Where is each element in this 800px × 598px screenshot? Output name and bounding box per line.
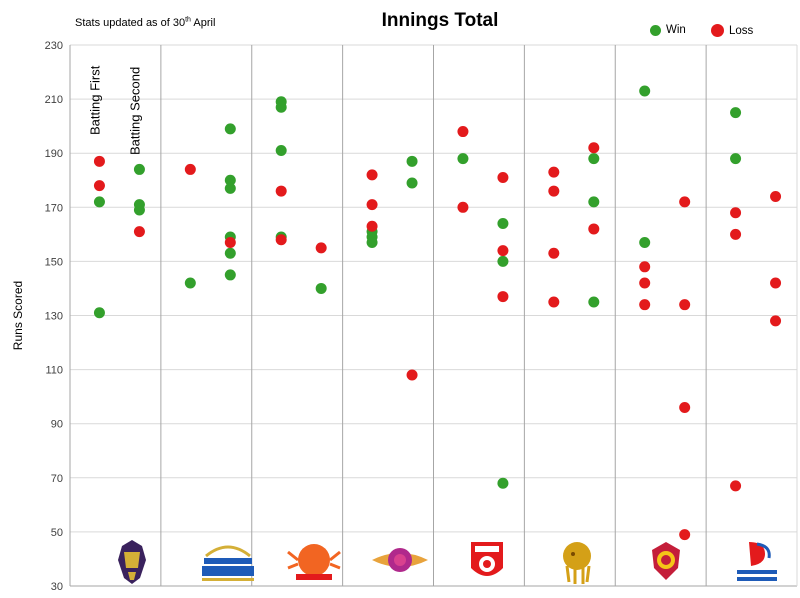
win-legend-label: Win	[666, 24, 686, 36]
win-point-dd	[730, 107, 742, 119]
y-axis-label: Runs Scored	[11, 281, 25, 350]
win-point-kxip	[497, 477, 509, 489]
loss-point-rcb	[679, 529, 691, 541]
y-tick-label: 230	[45, 40, 63, 52]
loss-legend-marker	[711, 24, 724, 37]
rps-logo	[370, 538, 430, 586]
win-point-rps	[406, 155, 418, 167]
stats-updated-note: Stats updated as of 30th April	[75, 16, 216, 29]
loss-point-rps	[366, 220, 378, 232]
loss-point-srh	[275, 185, 287, 197]
loss-point-rps	[406, 369, 418, 381]
y-tick-label: 150	[45, 256, 63, 268]
y-tick-label: 190	[45, 148, 63, 160]
loss-point-rcb	[639, 299, 651, 311]
loss-point-rcb	[639, 261, 651, 273]
y-tick-label: 50	[51, 527, 63, 539]
dd-logo	[727, 538, 787, 586]
loss-point-kkr	[93, 155, 105, 167]
win-point-kxip	[497, 255, 509, 267]
loss-point-kxip	[497, 172, 509, 184]
win-point-rcb	[639, 85, 651, 97]
win-point-srh	[315, 282, 327, 294]
loss-point-gl	[548, 296, 560, 308]
win-point-kkr	[133, 204, 145, 216]
loss-point-kxip	[457, 201, 469, 213]
loss-point-rcb	[639, 277, 651, 289]
win-point-rps	[406, 177, 418, 189]
win-point-kkr	[93, 196, 105, 208]
win-point-gl	[588, 296, 600, 308]
win-point-gl	[588, 196, 600, 208]
loss-point-gl	[548, 166, 560, 178]
win-point-mi	[224, 123, 236, 135]
loss-point-srh	[275, 234, 287, 246]
loss-point-gl	[588, 142, 600, 154]
win-point-mi	[224, 182, 236, 194]
loss-point-dd	[770, 277, 782, 289]
batting-second-label: Batting Second	[127, 67, 142, 155]
y-tick-label: 70	[51, 473, 63, 485]
loss-point-kxip	[497, 291, 509, 303]
y-tick-label: 90	[51, 419, 63, 431]
y-tick-label: 130	[45, 311, 63, 323]
win-legend-marker	[650, 24, 661, 36]
win-point-mi	[224, 174, 236, 186]
loss-point-rps	[366, 169, 378, 181]
loss-point-kkr	[93, 180, 105, 192]
win-point-rcb	[639, 236, 651, 248]
loss-point-mi	[224, 236, 236, 248]
loss-point-gl	[548, 185, 560, 197]
loss-point-dd	[730, 207, 742, 219]
y-tick-label: 210	[45, 94, 63, 106]
win-point-kkr	[93, 307, 105, 319]
win-point-rps	[366, 236, 378, 248]
mi-logo	[198, 538, 258, 586]
win-point-dd	[730, 153, 742, 165]
y-tick-label: 170	[45, 202, 63, 214]
win-point-mi	[224, 247, 236, 259]
loss-point-rps	[366, 199, 378, 211]
chart-title: Innings Total	[381, 10, 499, 31]
win-point-kkr	[133, 163, 145, 175]
loss-point-dd	[730, 480, 742, 492]
win-point-kxip	[497, 218, 509, 230]
batting-first-label: Batting First	[87, 65, 102, 135]
loss-point-dd	[770, 315, 782, 327]
win-point-gl	[588, 153, 600, 165]
srh-logo	[284, 538, 344, 586]
loss-point-kkr	[133, 226, 145, 238]
win-point-mi	[224, 269, 236, 281]
loss-point-dd	[730, 228, 742, 240]
loss-point-dd	[770, 190, 782, 202]
loss-point-gl	[588, 223, 600, 235]
win-point-srh	[275, 101, 287, 113]
kkr-logo	[102, 538, 162, 586]
win-point-mi	[184, 277, 196, 289]
kxip-logo	[457, 538, 517, 586]
loss-point-kxip	[497, 245, 509, 257]
legend-win: Win	[650, 24, 686, 36]
loss-point-rcb	[679, 196, 691, 208]
loss-point-kxip	[457, 126, 469, 138]
loss-point-rcb	[679, 299, 691, 311]
win-point-srh	[275, 144, 287, 156]
loss-point-srh	[315, 242, 327, 254]
loss-point-rcb	[679, 401, 691, 413]
y-tick-label: 30	[51, 581, 63, 593]
loss-point-mi	[184, 163, 196, 175]
legend-loss: Loss	[711, 24, 753, 37]
rcb-logo	[636, 538, 696, 586]
y-tick-label: 110	[45, 365, 63, 377]
loss-point-gl	[548, 247, 560, 259]
win-point-kxip	[457, 153, 469, 165]
loss-legend-label: Loss	[729, 24, 754, 37]
gl-logo	[547, 538, 607, 586]
